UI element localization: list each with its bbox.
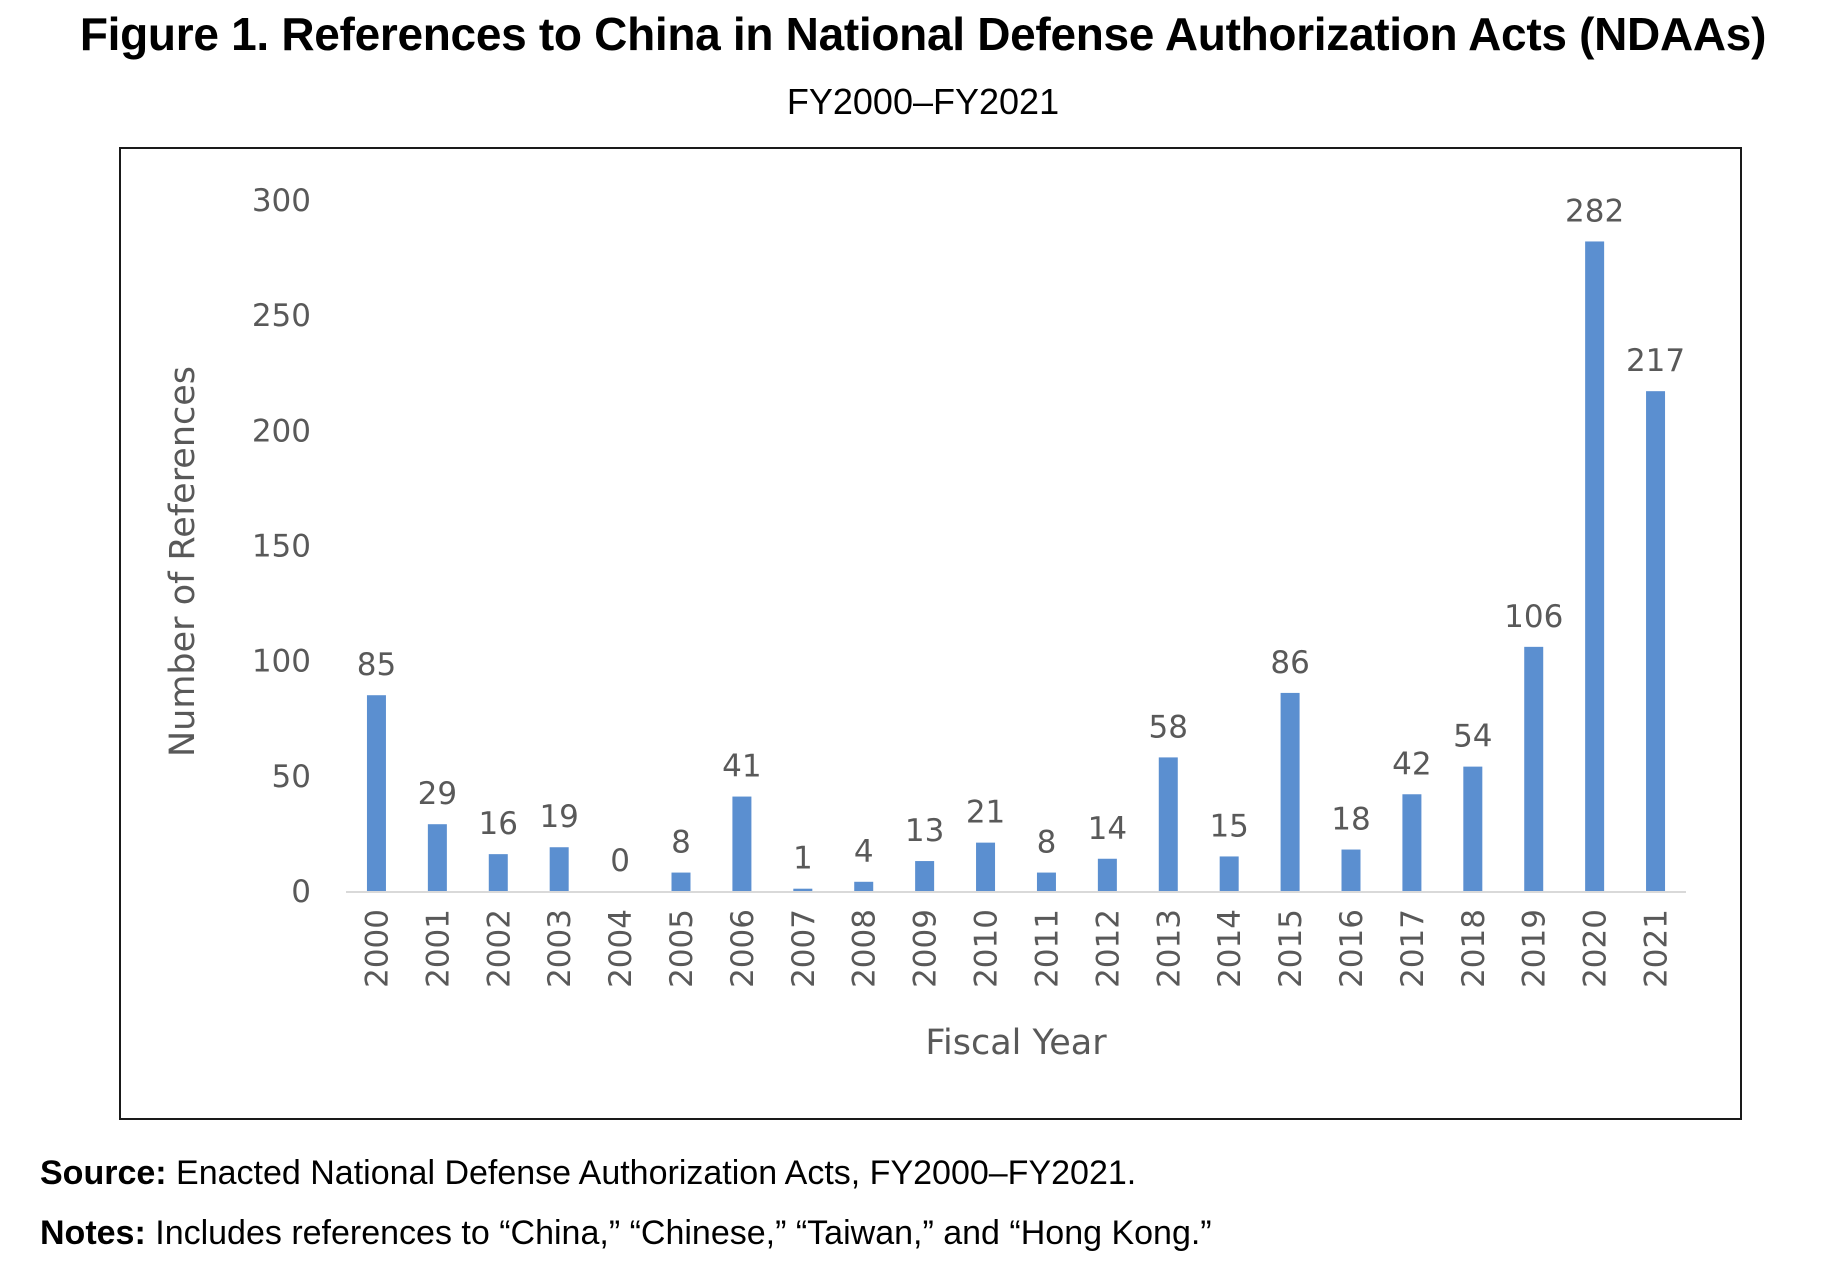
data-label: 14 xyxy=(1088,811,1127,847)
data-label: 217 xyxy=(1626,343,1685,379)
bar xyxy=(1524,646,1544,891)
data-label: 85 xyxy=(357,647,396,683)
bar xyxy=(1463,766,1483,891)
data-label: 8 xyxy=(671,825,691,861)
bar xyxy=(1219,856,1239,891)
x-tick-label: 2017 xyxy=(1395,909,1431,988)
bar xyxy=(732,796,752,891)
bar xyxy=(793,888,813,891)
data-label: 18 xyxy=(1331,802,1370,838)
x-tick-label: 2004 xyxy=(603,909,639,988)
x-tick-label: 2010 xyxy=(969,909,1005,988)
bar xyxy=(549,847,569,891)
x-tick-label: 2001 xyxy=(420,909,456,988)
data-label: 42 xyxy=(1392,746,1431,782)
x-tick-label: 2007 xyxy=(786,909,822,988)
x-tick-label: 2005 xyxy=(664,909,700,988)
x-axis-title: Fiscal Year xyxy=(925,1023,1107,1063)
x-tick-label: 2012 xyxy=(1090,909,1126,988)
data-label: 106 xyxy=(1504,599,1563,635)
source-lead: Source: xyxy=(40,1154,167,1192)
x-tick-label: 2014 xyxy=(1212,909,1248,988)
source-note: Source: Enacted National Defense Authori… xyxy=(40,1152,1136,1194)
data-label: 58 xyxy=(1149,709,1188,745)
data-label: 19 xyxy=(539,799,578,835)
figure-title: Figure 1. References to China in Nationa… xyxy=(79,8,1767,60)
x-tick-label: 2019 xyxy=(1517,909,1553,988)
x-tick-label: 2006 xyxy=(725,909,761,988)
bar xyxy=(366,695,386,891)
bar xyxy=(915,861,935,891)
x-tick-label: 2013 xyxy=(1151,909,1187,988)
data-label: 16 xyxy=(479,806,518,842)
bar-series xyxy=(366,241,1666,892)
data-label: 4 xyxy=(854,834,874,870)
bar xyxy=(1402,794,1422,891)
y-tick-label: 250 xyxy=(252,298,311,334)
bar xyxy=(427,824,447,891)
x-tick-label: 2000 xyxy=(359,909,395,988)
x-tick-label: 2002 xyxy=(481,909,517,988)
data-label: 41 xyxy=(722,749,761,785)
data-label: 282 xyxy=(1565,193,1624,229)
notes-note: Notes: Includes references to “China,” “… xyxy=(40,1212,1212,1254)
y-tick-label: 300 xyxy=(252,183,311,219)
x-tick-label: 2020 xyxy=(1578,909,1614,988)
y-axis-ticks: 0 50 100 150 200 250 300 xyxy=(252,183,311,910)
x-tick-label: 2011 xyxy=(1029,909,1065,988)
notes-lead: Notes: xyxy=(40,1214,146,1252)
bar xyxy=(1097,858,1117,891)
x-axis-ticks: 2000 2001 2002 2003 2004 2005 2006 2007 2008 2009… xyxy=(359,909,1674,988)
bar xyxy=(1585,241,1605,892)
bar xyxy=(1036,872,1056,891)
x-tick-label: 2018 xyxy=(1456,909,1492,988)
bar xyxy=(1280,692,1300,891)
figure-subtitle: FY2000–FY2021 xyxy=(786,81,1060,122)
data-label: 0 xyxy=(610,843,630,879)
bar xyxy=(1341,849,1361,891)
data-label: 54 xyxy=(1453,719,1492,755)
x-tick-label: 2015 xyxy=(1273,909,1309,988)
x-tick-label: 2009 xyxy=(908,909,944,988)
chart-frame: 0 50 100 150 200 250 300 85 29 16 19 0 8 41 1 4 13 21 8 14… xyxy=(119,147,1742,1120)
y-tick-label: 100 xyxy=(252,644,311,680)
y-tick-label: 150 xyxy=(252,529,311,565)
data-label: 15 xyxy=(1209,808,1248,844)
bar xyxy=(1158,757,1178,891)
y-tick-label: 0 xyxy=(291,874,311,910)
x-tick-label: 2016 xyxy=(1334,909,1370,988)
data-label: 29 xyxy=(418,776,457,812)
data-label: 1 xyxy=(793,841,813,877)
data-label: 86 xyxy=(1270,645,1309,681)
y-tick-label: 200 xyxy=(252,413,311,449)
y-tick-label: 50 xyxy=(272,759,311,795)
bar xyxy=(488,854,508,891)
x-tick-label: 2003 xyxy=(542,909,578,988)
notes-text: Includes references to “China,” “Chinese… xyxy=(145,1214,1212,1252)
bar xyxy=(671,872,691,891)
x-tick-label: 2008 xyxy=(847,909,883,988)
data-label: 8 xyxy=(1037,825,1057,861)
data-label: 21 xyxy=(966,795,1005,831)
bar xyxy=(976,842,996,891)
bar xyxy=(854,881,874,891)
x-tick-label: 2021 xyxy=(1639,909,1675,988)
source-text: Enacted National Defense Authorization A… xyxy=(166,1154,1137,1192)
bar xyxy=(1646,391,1666,891)
y-axis-title: Number of References xyxy=(163,366,203,757)
data-label: 13 xyxy=(905,813,944,849)
